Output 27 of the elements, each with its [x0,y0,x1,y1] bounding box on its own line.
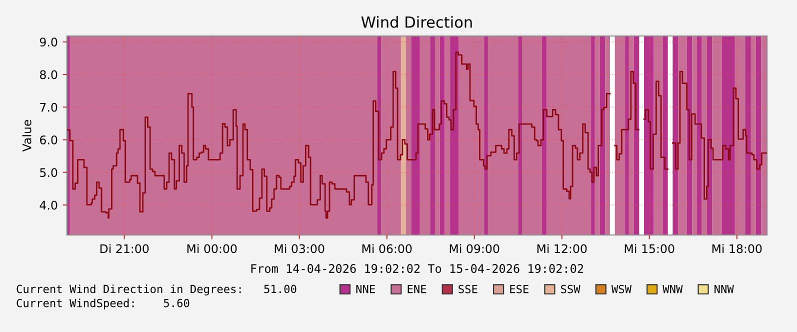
legend-label: WNW [662,284,683,294]
legend-label: NNE [356,284,375,294]
x-tick-label: Mi 18:00 [712,244,762,254]
y-axis-title: Value [22,120,32,152]
x-tick-label: Mi 06:00 [362,244,412,254]
x-axis-title: From 14-04-2026 19:02:02 To 15-04-2026 19:02:02 [251,264,584,273]
legend-label: NNW [714,284,734,294]
y-tick-label: 8.0 [40,70,58,80]
y-tick-label: 6.0 [40,135,58,144]
y-tick-label: 5.0 [40,168,58,178]
legend-label: SSW [561,284,580,294]
x-tick-label: Mi 00:00 [187,244,237,254]
legend-label: ESE [510,284,528,294]
legend-label: ENE [408,284,426,294]
y-tick-label: 9.0 [40,38,58,47]
x-tick-label: Di 21:00 [100,244,149,254]
y-tick-label: 7.0 [40,102,58,112]
y-tick-label: 4.0 [40,200,58,210]
x-tick-label: Mi 12:00 [537,244,587,254]
x-tick-label: Mi 09:00 [450,244,500,254]
legend-label: WSW [611,284,632,294]
text: Current WindSpeed: 5.60 [16,298,190,310]
x-tick-label: Mi 03:00 [274,244,324,254]
legend-label: SSE [458,284,478,294]
text: Current Wind Direction in Degrees: 51.00 [16,284,296,296]
chart-title: Wind Direction [361,16,472,28]
x-tick-label: Mi 15:00 [624,244,674,254]
